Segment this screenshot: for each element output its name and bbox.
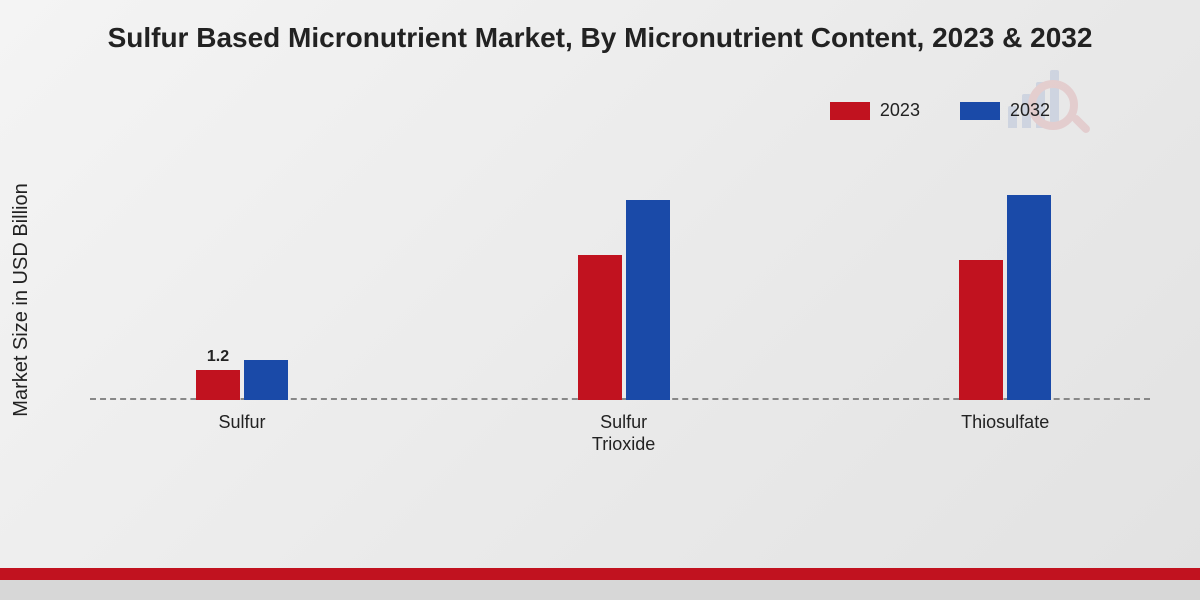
bar-group-thiosulfate: Thiosulfate: [959, 195, 1051, 400]
legend-swatch-2023: [830, 102, 870, 120]
footer-bars: [0, 568, 1200, 600]
x-label-sulfur-trioxide: Sulfur Trioxide: [592, 412, 655, 455]
legend-swatch-2032: [960, 102, 1000, 120]
bar-group-sulfur-trioxide: Sulfur Trioxide: [578, 200, 670, 400]
bar-thiosulfate-2023: [959, 260, 1003, 400]
bar-value-label: 1.2: [207, 348, 229, 366]
legend-item-2023: 2023: [830, 100, 920, 121]
bar-thiosulfate-2032: [1007, 195, 1051, 400]
chart-canvas: Sulfur Based Micronutrient Market, By Mi…: [0, 0, 1200, 600]
bar-sulfur-2023: 1.2: [196, 370, 240, 400]
legend-item-2032: 2032: [960, 100, 1050, 121]
plot-area: 1.2 Sulfur Sulfur Trioxide Thiosulfate: [90, 150, 1150, 440]
legend-label-2032: 2032: [1010, 100, 1050, 121]
footer-red-bar: [0, 568, 1200, 580]
chart-title: Sulfur Based Micronutrient Market, By Mi…: [0, 22, 1200, 54]
y-axis-label: Market Size in USD Billion: [10, 183, 33, 416]
x-label-thiosulfate: Thiosulfate: [961, 412, 1049, 434]
bar-sulfur-trioxide-2023: [578, 255, 622, 400]
watermark-logo: [1000, 50, 1090, 140]
x-label-sulfur: Sulfur: [218, 412, 265, 434]
bar-sulfur-2032: [244, 360, 288, 400]
legend: 2023 2032: [830, 100, 1050, 121]
bar-group-sulfur: 1.2 Sulfur: [196, 360, 288, 400]
footer-gray-bar: [0, 580, 1200, 600]
legend-label-2023: 2023: [880, 100, 920, 121]
bar-sulfur-trioxide-2032: [626, 200, 670, 400]
